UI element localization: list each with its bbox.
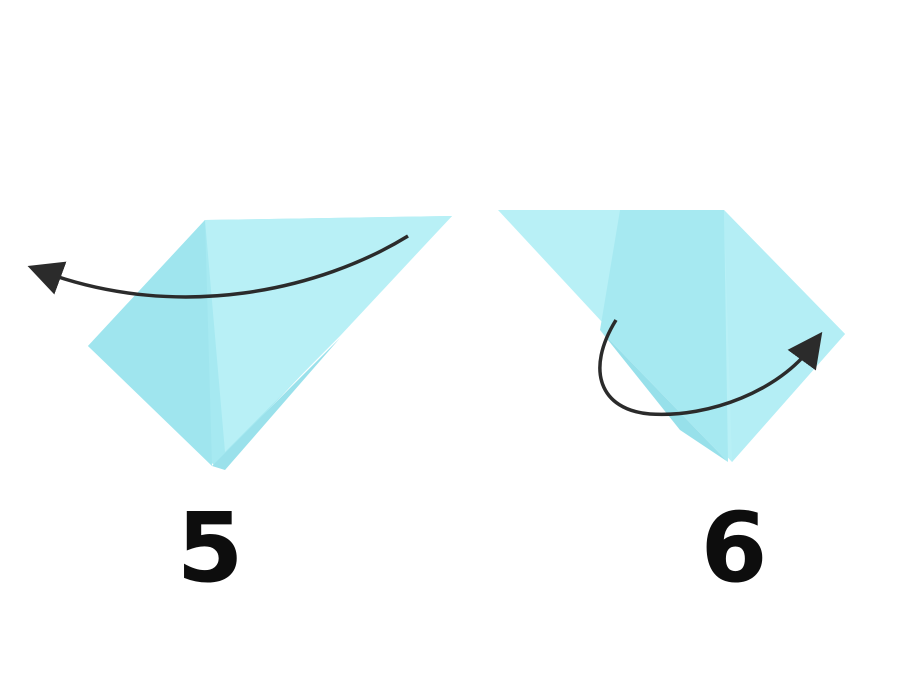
step-6-paper-right-face: [724, 210, 845, 462]
step-5-paper: [88, 216, 452, 470]
step-5-paper-center-crease: [88, 220, 212, 466]
step-6-fold-arrow-right-icon: [598, 319, 823, 417]
step-5-fold-arrow-left-icon: [27, 234, 409, 299]
step-5-paper-right-face: [205, 216, 452, 452]
step-6-paper: [498, 210, 845, 462]
step-6-number: 6: [700, 492, 768, 604]
step-6-paper-center-face: [600, 210, 728, 462]
step-6-paper-lower-crease: [600, 330, 728, 462]
step-5-paper-flap: [212, 338, 340, 470]
step-5-number: 5: [176, 492, 244, 604]
